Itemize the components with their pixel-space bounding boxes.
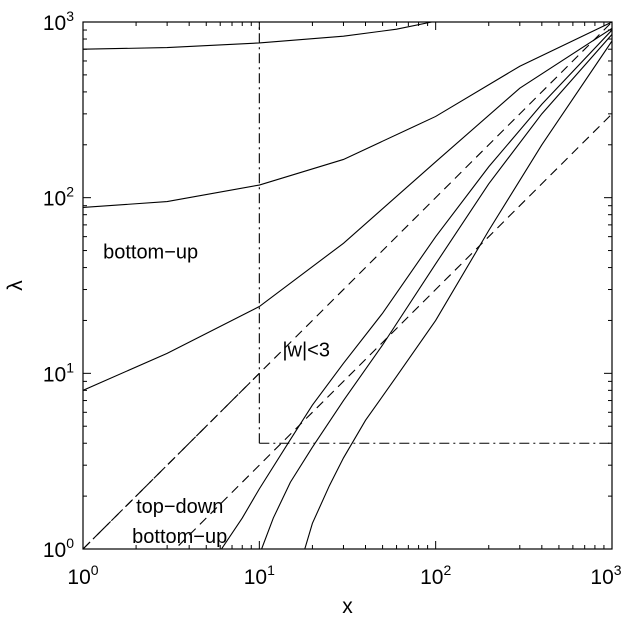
series-dashed-line-7 xyxy=(83,22,612,549)
series-dashed-line-8 xyxy=(174,113,612,549)
y-tick-label: 101 xyxy=(43,359,74,386)
x-tick-label: 103 xyxy=(590,562,621,589)
plot-marks xyxy=(83,22,612,549)
y-tick-label: 102 xyxy=(43,184,74,211)
y-axis-label: λ xyxy=(4,280,27,291)
series-solid-line-3 xyxy=(83,27,612,391)
series-dashdot-line-11 xyxy=(83,372,260,549)
series-solid-line-5 xyxy=(261,34,612,549)
annotation-label: bottom−up xyxy=(132,526,227,548)
annotation-label: |w|<3 xyxy=(282,339,330,361)
series-solid-line-4 xyxy=(221,29,612,549)
series-solid-line-2 xyxy=(83,22,612,208)
series-solid-line-6 xyxy=(304,40,612,549)
y-tick-label: 103 xyxy=(43,8,74,35)
x-axis-label: x xyxy=(342,595,353,618)
axes-box xyxy=(82,21,613,550)
series-solid-line-1 xyxy=(83,22,432,50)
axis-ticks: 100 101 102 103 100 101 102 103 xyxy=(43,8,622,589)
y-tick-label: 100 xyxy=(43,535,74,562)
x-tick-label: 102 xyxy=(420,562,451,589)
x-tick-label: 101 xyxy=(244,562,275,589)
annotation-label: bottom−up xyxy=(103,242,198,264)
annotations: bottom−up |w|<3 top−down bottom−up xyxy=(103,242,330,549)
x-tick-label: 100 xyxy=(67,562,98,589)
annotation-label: top−down xyxy=(136,496,223,518)
